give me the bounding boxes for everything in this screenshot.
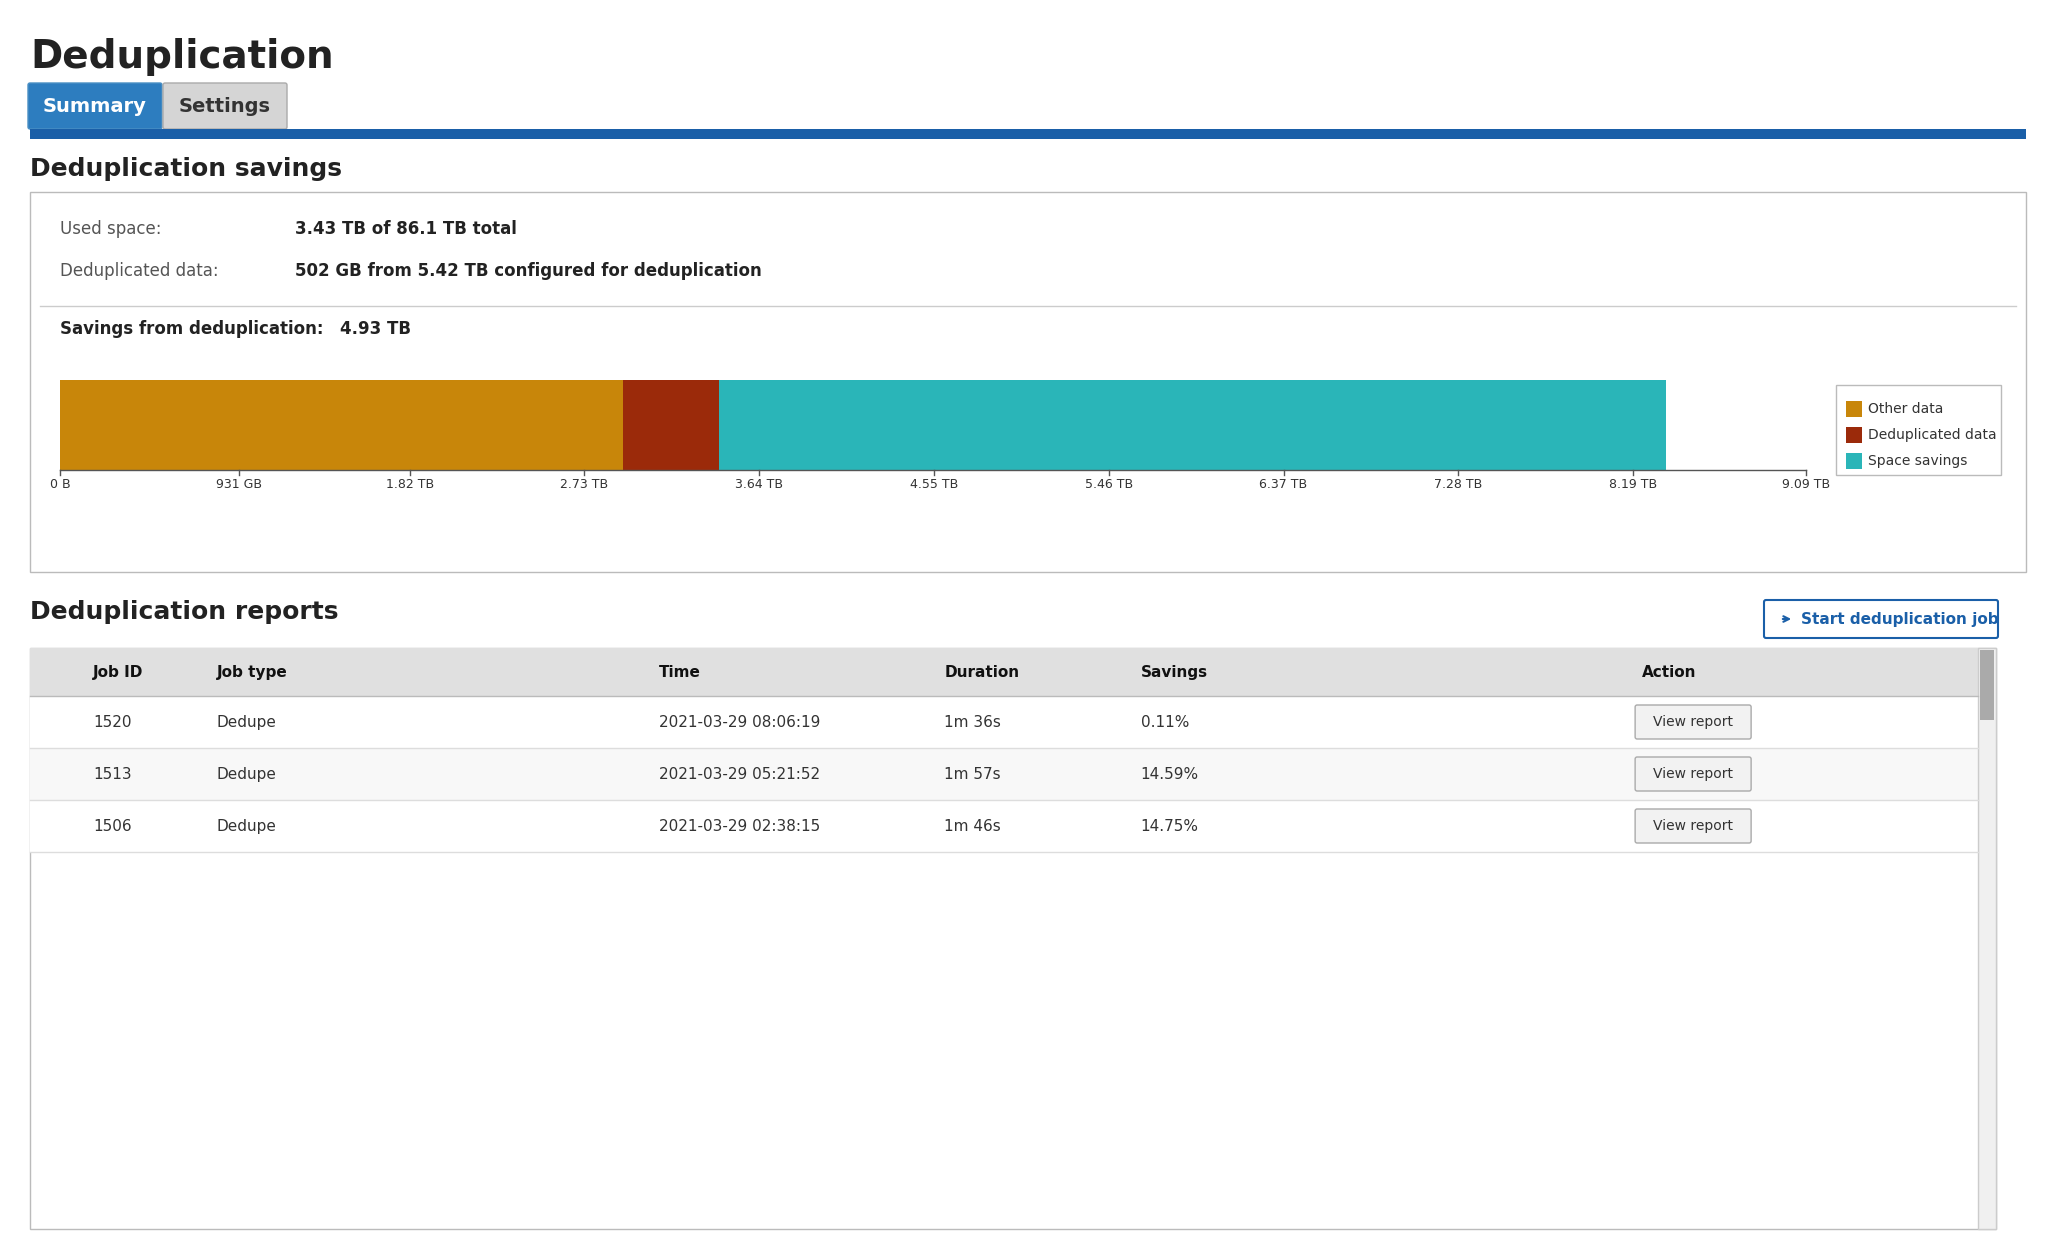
Text: 3.43 TB of 86.1 TB total: 3.43 TB of 86.1 TB total bbox=[294, 220, 516, 239]
Text: Settings: Settings bbox=[179, 96, 271, 115]
FancyBboxPatch shape bbox=[1635, 704, 1752, 739]
Bar bbox=[1846, 401, 1863, 417]
Bar bbox=[720, 380, 1665, 470]
Text: 1.82 TB: 1.82 TB bbox=[387, 478, 434, 491]
Text: 1520: 1520 bbox=[93, 714, 132, 729]
Text: Job type: Job type bbox=[216, 664, 288, 679]
Text: Job ID: Job ID bbox=[93, 664, 144, 679]
Text: 0.11%: 0.11% bbox=[1141, 714, 1188, 729]
Text: Dedupe: Dedupe bbox=[216, 818, 278, 833]
FancyBboxPatch shape bbox=[1635, 809, 1752, 843]
Text: 6.37 TB: 6.37 TB bbox=[1260, 478, 1308, 491]
Bar bbox=[1980, 649, 1994, 719]
Bar bbox=[1846, 427, 1863, 443]
Bar bbox=[31, 648, 1978, 696]
Bar bbox=[1846, 453, 1863, 470]
Text: Other data: Other data bbox=[1869, 402, 1943, 416]
Bar bbox=[1836, 385, 2000, 475]
Text: 2021-03-29 05:21:52: 2021-03-29 05:21:52 bbox=[660, 767, 820, 782]
Text: Duration: Duration bbox=[944, 664, 1020, 679]
FancyBboxPatch shape bbox=[1764, 600, 1998, 638]
Bar bbox=[31, 129, 2025, 139]
Text: Savings: Savings bbox=[1141, 664, 1209, 679]
Bar bbox=[31, 192, 2025, 572]
Text: Deduplication: Deduplication bbox=[31, 37, 333, 76]
Text: 1m 36s: 1m 36s bbox=[944, 714, 1001, 729]
Text: Deduplicated data: Deduplicated data bbox=[1869, 428, 1996, 442]
Bar bbox=[31, 748, 1978, 801]
Text: Deduplication savings: Deduplication savings bbox=[31, 157, 341, 181]
Text: View report: View report bbox=[1653, 819, 1733, 833]
Text: 4.55 TB: 4.55 TB bbox=[911, 478, 958, 491]
Text: Time: Time bbox=[660, 664, 701, 679]
FancyBboxPatch shape bbox=[162, 82, 288, 129]
Text: 2021-03-29 02:38:15: 2021-03-29 02:38:15 bbox=[660, 818, 820, 833]
Text: 2.73 TB: 2.73 TB bbox=[561, 478, 609, 491]
FancyBboxPatch shape bbox=[1635, 757, 1752, 791]
Text: 1m 46s: 1m 46s bbox=[944, 818, 1001, 833]
Text: 14.59%: 14.59% bbox=[1141, 767, 1199, 782]
FancyBboxPatch shape bbox=[29, 82, 162, 129]
Bar bbox=[623, 380, 720, 470]
Text: 2021-03-29 08:06:19: 2021-03-29 08:06:19 bbox=[660, 714, 820, 729]
Bar bbox=[1978, 648, 1996, 1229]
Text: 14.75%: 14.75% bbox=[1141, 818, 1199, 833]
Text: 9.09 TB: 9.09 TB bbox=[1783, 478, 1830, 491]
Text: Space savings: Space savings bbox=[1869, 453, 1968, 468]
Text: Dedupe: Dedupe bbox=[216, 714, 278, 729]
Text: Dedupe: Dedupe bbox=[216, 767, 278, 782]
Text: 1m 57s: 1m 57s bbox=[944, 767, 1001, 782]
Text: Summary: Summary bbox=[43, 96, 146, 115]
Text: 7.28 TB: 7.28 TB bbox=[1435, 478, 1482, 491]
Text: 502 GB from 5.42 TB configured for deduplication: 502 GB from 5.42 TB configured for dedup… bbox=[294, 262, 763, 280]
Text: 0 B: 0 B bbox=[49, 478, 70, 491]
Text: Deduplicated data:: Deduplicated data: bbox=[60, 262, 218, 280]
Text: 3.64 TB: 3.64 TB bbox=[736, 478, 783, 491]
Text: Savings from deduplication:: Savings from deduplication: bbox=[60, 320, 323, 338]
Text: 1513: 1513 bbox=[93, 767, 132, 782]
Bar bbox=[31, 648, 1996, 1229]
Bar bbox=[60, 380, 623, 470]
Text: Used space:: Used space: bbox=[60, 220, 162, 239]
Text: 1506: 1506 bbox=[93, 818, 132, 833]
Text: 8.19 TB: 8.19 TB bbox=[1610, 478, 1657, 491]
Text: View report: View report bbox=[1653, 767, 1733, 781]
Bar bbox=[31, 696, 1978, 748]
Text: 4.93 TB: 4.93 TB bbox=[339, 320, 411, 338]
Text: 931 GB: 931 GB bbox=[216, 478, 261, 491]
Text: Action: Action bbox=[1643, 664, 1696, 679]
Text: Deduplication reports: Deduplication reports bbox=[31, 600, 339, 624]
Text: Start deduplication job: Start deduplication job bbox=[1801, 612, 1998, 627]
Bar bbox=[31, 801, 1978, 852]
Text: 5.46 TB: 5.46 TB bbox=[1086, 478, 1133, 491]
Text: View report: View report bbox=[1653, 714, 1733, 729]
